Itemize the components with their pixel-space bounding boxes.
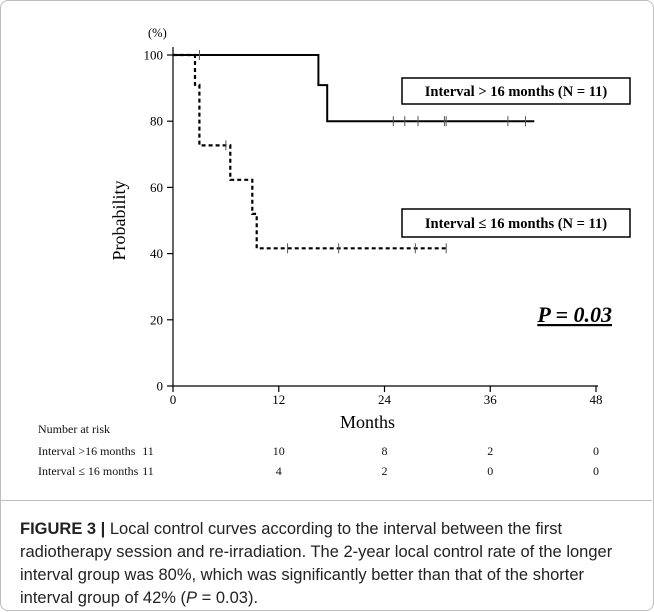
survival-curve-2	[173, 53, 447, 250]
series-label-text: Interval ≤ 16 months (N = 11)	[425, 216, 607, 232]
risk-value: 10	[273, 444, 285, 458]
y-tick-label: 0	[157, 379, 164, 394]
figure-caption: FIGURE 3 | Local control curves accordin…	[20, 518, 636, 610]
risk-value: 11	[142, 464, 154, 478]
chart-labels: Interval > 16 months (N = 11) Interval ≤ …	[401, 77, 631, 327]
risk-value: 0	[487, 464, 493, 478]
chart-curves	[173, 50, 535, 254]
risk-table: Number at risk Interval >16 months 11 10 8 2 0…	[38, 422, 599, 478]
risk-row-label: Interval >16 months	[38, 444, 136, 458]
p-value-label: P = 0.03	[536, 302, 612, 327]
series-label-box	[401, 77, 631, 105]
caption-p-symbol: P	[186, 589, 198, 607]
risk-value: 0	[593, 444, 599, 458]
risk-value: 0	[593, 464, 599, 478]
x-tick-label: 24	[378, 392, 392, 407]
x-tick-label: 36	[484, 392, 498, 407]
y-axis-title: Probability	[109, 181, 129, 261]
series-label-text: Interval > 16 months (N = 11)	[425, 84, 608, 100]
risk-value: 2	[382, 464, 388, 478]
risk-table-title: Number at risk	[38, 422, 110, 436]
y-tick-label: 80	[150, 114, 163, 129]
x-tick-label: 12	[272, 392, 285, 407]
y-tick-label: 40	[150, 246, 163, 261]
x-tick-label: 0	[170, 392, 177, 407]
y-unit-label: (%)	[148, 26, 167, 40]
x-tick-label: 48	[590, 392, 603, 407]
survival-curve-1	[173, 54, 535, 123]
risk-value: 8	[382, 444, 388, 458]
caption-text-1: Local control curves according to the in…	[20, 520, 613, 607]
series-label-box	[401, 208, 631, 238]
y-tick-label: 60	[150, 180, 163, 195]
risk-value: 11	[142, 444, 154, 458]
y-tick-label: 20	[150, 312, 163, 327]
risk-row-label: Interval ≤ 16 months	[38, 464, 139, 478]
caption-label: FIGURE 3 |	[20, 520, 106, 538]
risk-value: 2	[487, 444, 493, 458]
y-tick-label: 100	[144, 48, 164, 63]
chart-axes: 0 20 40 60 80 100 0 12 24 36 48 (%) Probability Month…	[109, 26, 603, 432]
caption-divider	[0, 500, 652, 501]
x-axis-title: Months	[340, 412, 395, 432]
caption-text-2: = 0.03).	[197, 589, 259, 607]
risk-value: 4	[276, 464, 282, 478]
